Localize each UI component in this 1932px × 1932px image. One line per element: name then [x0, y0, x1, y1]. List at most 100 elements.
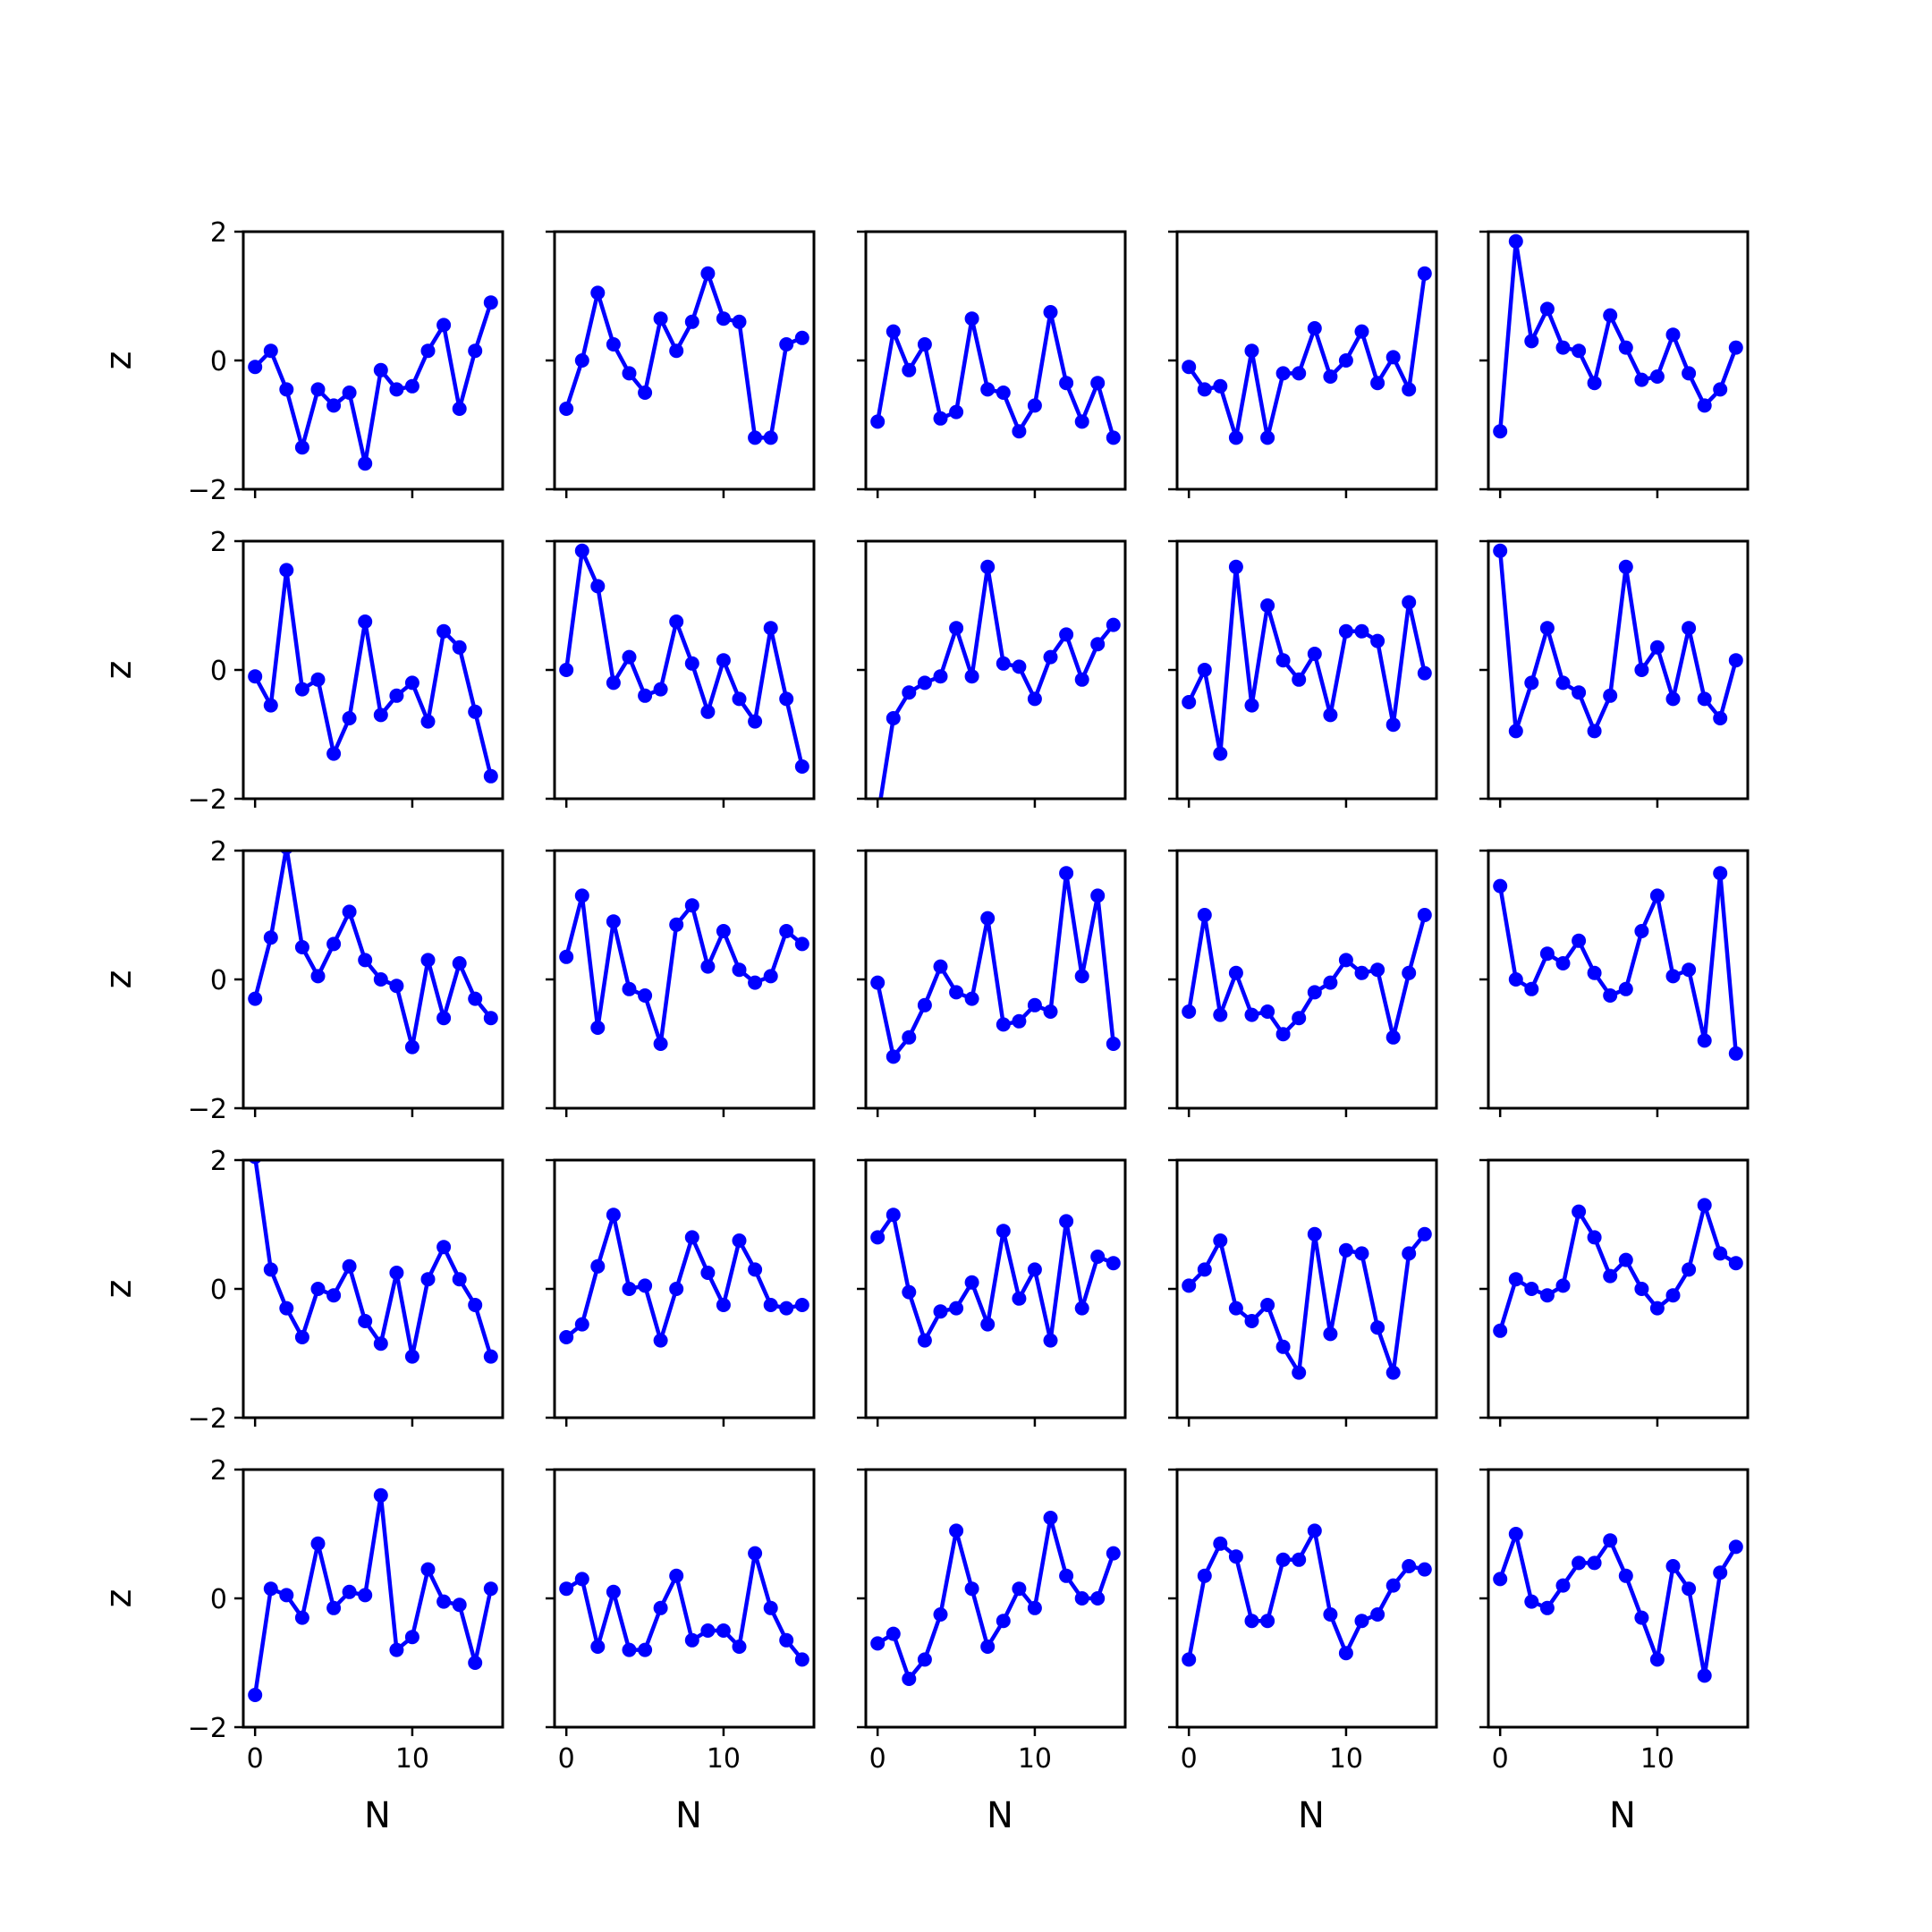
data-point: [263, 343, 278, 359]
data-point: [1603, 1533, 1618, 1548]
data-point: [1370, 376, 1385, 391]
data-point: [886, 1049, 901, 1064]
data-point: [1697, 1668, 1712, 1683]
data-point: [1697, 691, 1712, 707]
data-point: [1106, 430, 1121, 445]
data-point: [1307, 321, 1322, 335]
data-point: [1292, 672, 1307, 687]
panel-5-1: 0 10 −2 0 2 Nz: [98, 1455, 504, 1836]
data-point: [1323, 1326, 1338, 1342]
data-point: [933, 1607, 948, 1622]
data-point: [1213, 1233, 1228, 1248]
data-point: [1074, 969, 1089, 984]
data-point: [638, 1642, 653, 1657]
data-point: [1090, 888, 1106, 903]
data-point: [1354, 1246, 1369, 1261]
data-point: [404, 675, 419, 691]
data-point: [1728, 1539, 1743, 1555]
data-point: [1417, 1226, 1432, 1241]
series-line: [1497, 870, 1739, 1056]
data-point: [1292, 366, 1307, 381]
data-point: [1197, 908, 1212, 922]
x-tick-label: 10: [1329, 1743, 1363, 1775]
data-point: [1555, 675, 1571, 691]
data-point: [886, 324, 901, 339]
data-point: [559, 402, 574, 416]
panel-2-3: [857, 539, 1127, 808]
data-point: [964, 1581, 979, 1597]
data-point: [436, 318, 452, 333]
data-point: [980, 1640, 996, 1654]
data-point: [1182, 695, 1197, 709]
data-point: [700, 1623, 716, 1638]
data-point: [294, 440, 309, 455]
data-point: [1649, 1301, 1665, 1316]
data-point: [468, 704, 483, 719]
data-point: [716, 311, 731, 326]
data-point: [1649, 888, 1665, 903]
data-point: [606, 1208, 621, 1223]
data-point: [1728, 340, 1743, 355]
y-axis-label: z: [98, 352, 140, 370]
data-point: [436, 1240, 452, 1255]
data-point: [700, 1266, 716, 1280]
data-point: [326, 746, 342, 761]
data-point: [1027, 1262, 1042, 1277]
data-point: [886, 1626, 901, 1641]
data-point: [964, 669, 979, 684]
data-point: [980, 559, 996, 574]
data-point: [1090, 1250, 1106, 1264]
data-point: [1182, 360, 1197, 375]
data-point: [342, 1584, 357, 1599]
panel-2-4: [1168, 539, 1438, 808]
data-point: [483, 295, 498, 310]
data-point: [1587, 1230, 1602, 1245]
data-point: [1043, 1004, 1058, 1019]
data-point: [779, 337, 794, 352]
data-point: [452, 402, 467, 416]
data-point: [263, 1581, 278, 1597]
data-point: [590, 1258, 606, 1274]
panel-4-3: [857, 1158, 1127, 1427]
data-point: [404, 1349, 419, 1364]
data-point: [732, 314, 747, 329]
data-point: [1012, 1291, 1027, 1306]
data-point: [1370, 1607, 1385, 1622]
data-point: [1682, 1581, 1697, 1597]
data-point: [373, 972, 388, 987]
series-line: [253, 1160, 494, 1359]
data-point: [1275, 1552, 1291, 1567]
data-point: [1027, 691, 1042, 707]
data-point: [1713, 382, 1728, 397]
data-point: [684, 1230, 699, 1245]
data-point: [1027, 398, 1042, 413]
data-point: [263, 1262, 278, 1277]
series-line: [875, 1212, 1116, 1343]
data-point: [590, 285, 606, 301]
data-point: [1354, 1614, 1369, 1629]
data-point: [1370, 962, 1385, 978]
data-point: [559, 949, 574, 964]
data-point: [574, 1317, 589, 1332]
panel-2-2: [546, 539, 816, 808]
data-point: [1417, 665, 1432, 681]
data-point: [574, 888, 589, 903]
data-point: [917, 1652, 932, 1667]
data-point: [902, 1672, 917, 1686]
data-point: [996, 1224, 1011, 1239]
data-point: [1618, 981, 1633, 996]
data-point: [1524, 1282, 1539, 1296]
data-point: [606, 337, 621, 352]
data-point: [452, 956, 467, 970]
data-point: [1618, 1568, 1633, 1583]
data-point: [653, 1333, 668, 1348]
data-point: [1493, 543, 1508, 558]
data-point: [420, 714, 436, 729]
data-point: [1027, 997, 1042, 1013]
data-point: [1493, 1572, 1508, 1587]
data-point: [653, 1600, 668, 1615]
y-tick-label: 2: [210, 527, 227, 558]
data-point: [1572, 343, 1587, 359]
data-point: [1059, 1214, 1074, 1229]
data-point: [468, 1656, 483, 1670]
